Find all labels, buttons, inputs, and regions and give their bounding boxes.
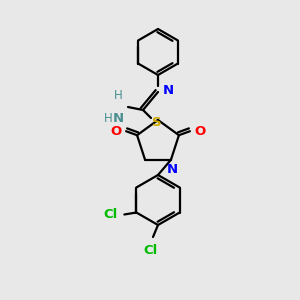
Text: H: H (114, 89, 122, 102)
Text: O: O (110, 125, 122, 138)
Text: H: H (103, 112, 112, 125)
Text: Cl: Cl (144, 244, 158, 256)
Text: N: N (163, 85, 174, 98)
Text: O: O (194, 125, 206, 138)
Text: N: N (112, 112, 124, 125)
Text: N: N (167, 163, 178, 176)
Text: Cl: Cl (103, 208, 118, 221)
Text: S: S (152, 116, 162, 128)
